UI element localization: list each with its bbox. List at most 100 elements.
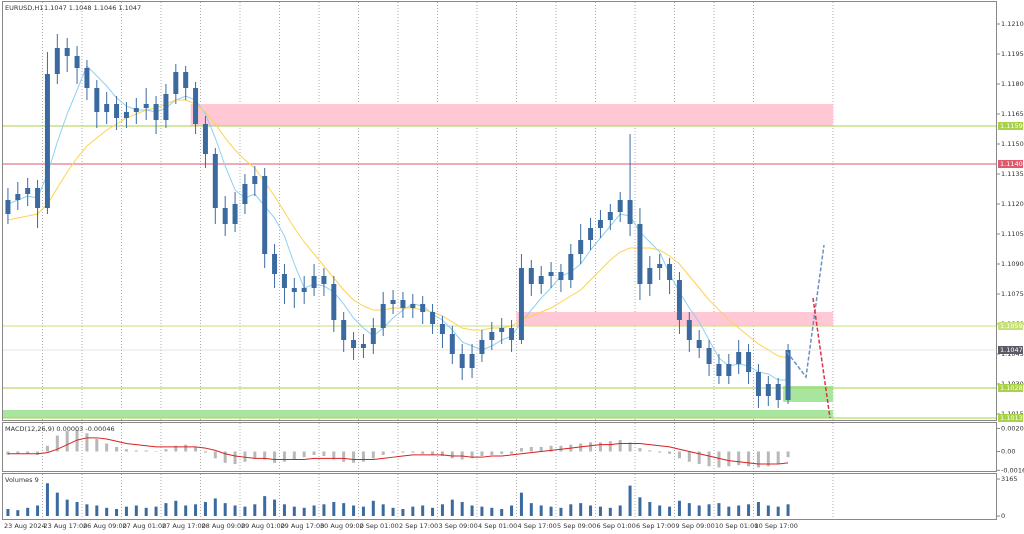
macd-bar	[589, 442, 593, 452]
candle-body	[617, 200, 623, 212]
candle-body	[430, 312, 436, 324]
candle-body	[746, 352, 752, 372]
candle-body	[696, 340, 702, 348]
candle-body	[657, 264, 663, 268]
volume-bar	[460, 501, 464, 516]
macd-tick-label: 0.00	[1001, 447, 1015, 455]
volume-bar	[154, 506, 158, 516]
volume-bar	[589, 505, 593, 516]
candle-body	[321, 276, 327, 284]
volume-bar	[431, 507, 435, 516]
macd-bar	[124, 449, 128, 452]
candle-body	[242, 184, 248, 204]
macd-bar	[391, 451, 395, 453]
macd-tick-label: 0.00202	[1001, 424, 1024, 432]
volume-bar	[747, 504, 751, 516]
volume-bar	[282, 504, 286, 516]
candle-body	[716, 364, 722, 376]
macd-bar	[105, 443, 109, 452]
volume-bar	[776, 506, 780, 516]
volume-bar	[440, 504, 444, 516]
candle-body	[202, 124, 208, 154]
volume-bar	[519, 492, 523, 516]
level-label: 1.1028	[1000, 384, 1023, 392]
volume-bar	[243, 506, 247, 516]
macd-bar	[786, 451, 790, 458]
volume-bar	[697, 505, 701, 516]
candle-body	[64, 48, 70, 56]
macd-bar	[628, 442, 632, 452]
volume-bar	[480, 506, 484, 516]
candle-body	[597, 220, 603, 228]
candle-body	[25, 188, 31, 194]
candle-body	[449, 334, 455, 354]
y-tick-label: 1.1210	[1001, 20, 1024, 28]
candle-body	[459, 354, 465, 368]
x-tick-label: 23 Aug 17:00	[44, 522, 88, 530]
candle-body	[538, 276, 544, 284]
candle-body	[193, 88, 199, 124]
macd-bar	[223, 451, 227, 463]
candle-body	[607, 212, 613, 220]
y-tick-label: 1.1075	[1001, 290, 1024, 298]
candle-body	[765, 384, 771, 396]
y-tick-label: 1.1105	[1001, 230, 1024, 238]
volume-bar	[628, 485, 632, 516]
level-label: 1.1140	[1000, 160, 1023, 168]
volume-bar	[737, 505, 741, 516]
volume-bar	[549, 506, 553, 516]
macd-bar	[45, 445, 49, 452]
macd-bar	[75, 429, 79, 452]
back-layer	[3, 2, 997, 519]
macd-bar	[480, 451, 484, 457]
macd-bar	[144, 450, 148, 452]
macd-bar	[440, 451, 444, 457]
forecast-down	[812, 297, 831, 419]
candle-body	[548, 272, 554, 276]
level-tag	[998, 322, 1023, 330]
volume-bar	[618, 505, 622, 516]
candle-body	[489, 332, 495, 340]
candle-body	[558, 272, 564, 280]
macd-bar	[85, 433, 89, 452]
x-tick-label: 3 Sep 09:00	[439, 522, 478, 530]
level-tag	[998, 384, 1023, 392]
volume-bar	[312, 505, 316, 516]
candle-body	[272, 254, 278, 274]
macd-bar	[460, 451, 464, 460]
volume-bar	[677, 500, 681, 516]
macd-label: MACD(12,26,9) 0.00003 -0.00046	[5, 425, 115, 433]
volume-bar	[569, 504, 573, 516]
candle-body	[351, 340, 357, 348]
forecast-up	[786, 244, 825, 379]
volume-bar	[203, 501, 207, 516]
volume-bar	[45, 483, 49, 516]
macd-bar	[302, 451, 306, 458]
volume-bar	[223, 503, 227, 516]
candle-body	[74, 56, 80, 68]
candle-body	[726, 364, 732, 376]
volume-bar	[648, 501, 652, 516]
x-tick-label: 30 Aug 09:00	[320, 522, 364, 530]
candle-body	[390, 300, 396, 304]
volume-tick-label: 0	[1001, 512, 1005, 520]
y-tick-label: 1.1165	[1001, 110, 1024, 118]
macd-bar	[203, 451, 207, 453]
candle-body	[104, 104, 110, 112]
macd-bar	[213, 451, 217, 459]
macd-bar	[766, 451, 770, 467]
macd-bar	[500, 451, 504, 454]
volume-bar	[36, 505, 40, 516]
volume-bar	[411, 506, 415, 516]
candle-body	[518, 268, 524, 340]
x-tick-label: 29 Aug 17:00	[281, 522, 325, 530]
macd-bar	[648, 450, 652, 452]
volume-bar	[539, 505, 543, 516]
macd-bar	[776, 451, 780, 465]
candle-body	[331, 284, 337, 320]
macd-bar	[579, 443, 583, 452]
candle-body	[588, 228, 594, 240]
candle-body	[370, 328, 376, 344]
y-tick-label: 1.1195	[1001, 50, 1024, 58]
